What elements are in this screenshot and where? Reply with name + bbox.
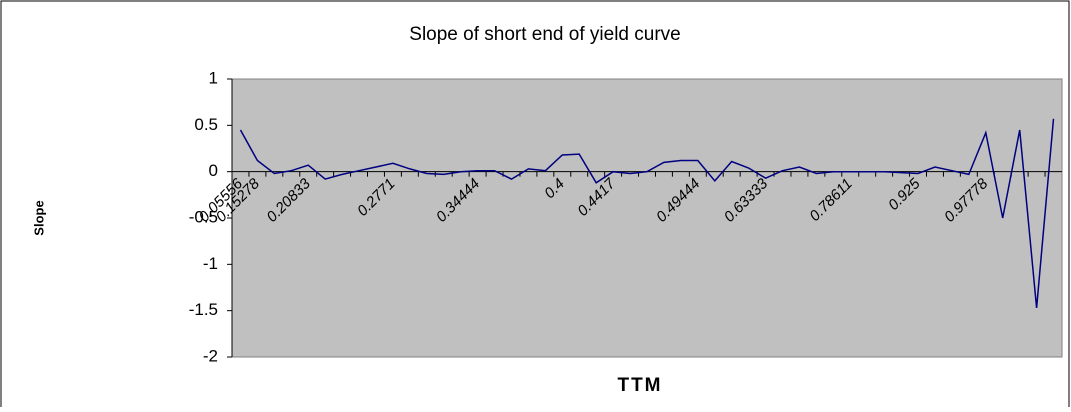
y-tick-label: 0.5 [194, 115, 218, 134]
plot-area [231, 78, 1063, 358]
y-tick-label: 1 [209, 68, 218, 87]
y-axis-label: Slope [31, 200, 46, 235]
data-line [239, 118, 1055, 308]
chart-title: Slope of short end of yield curve [409, 24, 680, 45]
y-tick-label: -0.5 [189, 207, 218, 226]
y-tick-label: -1.5 [189, 300, 218, 319]
y-tick-label: -1 [203, 254, 218, 273]
y-tick-label: -2 [203, 346, 218, 365]
x-axis-label: TTM [617, 375, 662, 396]
y-tick-label: 0 [209, 161, 218, 180]
